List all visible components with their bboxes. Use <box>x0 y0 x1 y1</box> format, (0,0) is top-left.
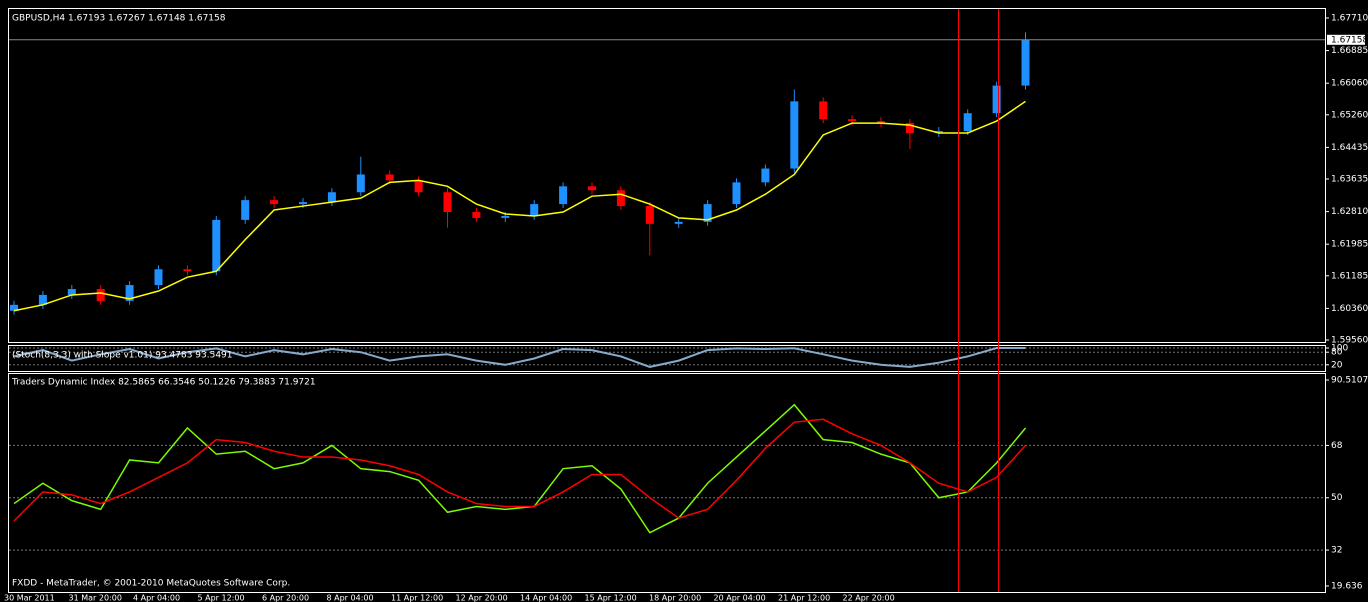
y-tick-label: 1.60360 <box>1331 304 1368 314</box>
candle-body <box>588 186 596 191</box>
y-tick-label: 1.64435 <box>1331 143 1368 153</box>
candle-body <box>992 85 1001 114</box>
y-tick-label: 1.65260 <box>1331 110 1368 120</box>
candle-body <box>674 221 683 224</box>
x-axis-label: 21 Apr 12:00 <box>778 594 830 602</box>
candle-body <box>790 101 799 169</box>
y-tick-label: 1.66060 <box>1331 79 1368 89</box>
candle-body <box>356 174 365 193</box>
x-axis-label: 8 Apr 04:00 <box>327 594 374 602</box>
x-axis-label: 18 Apr 20:00 <box>649 594 701 602</box>
y-tick-label: 50 <box>1331 493 1343 503</box>
candle-body <box>125 285 134 301</box>
candle-body <box>67 289 76 295</box>
candle-body <box>819 101 828 120</box>
candle-body <box>241 200 250 220</box>
x-axis-label: 12 Apr 20:00 <box>456 594 508 602</box>
candle-body <box>154 269 163 286</box>
x-axis-label: 20 Apr 04:00 <box>714 594 766 602</box>
candle-body <box>848 119 857 122</box>
y-tick-label: 1.63635 <box>1331 175 1368 185</box>
tdi-frame <box>8 373 1326 593</box>
candle-body <box>616 190 625 207</box>
candle-body <box>385 174 394 181</box>
main-frame <box>8 8 1326 343</box>
candle-body <box>270 200 279 205</box>
candle-body <box>645 206 654 224</box>
series-line <box>13 418 1027 522</box>
candle-body <box>559 186 568 205</box>
y-tick-label: 90.5107 <box>1331 376 1368 386</box>
series-line <box>13 100 1026 312</box>
candle-body <box>299 202 307 205</box>
candle-body <box>414 180 423 193</box>
x-axis-label: 4 Apr 04:00 <box>133 594 180 602</box>
last-price-label: 1.67158 <box>1331 35 1368 45</box>
stoch-title: (Stoch(8,3,3) with Slope v1.01) 93.4783 … <box>12 351 233 361</box>
y-tick-label: 1.61985 <box>1331 240 1368 250</box>
x-axis-label: 30 Mar 2011 <box>4 594 55 602</box>
x-axis-label: 14 Apr 04:00 <box>520 594 572 602</box>
candle-body <box>327 192 336 203</box>
candle-body <box>761 168 770 183</box>
candle-body <box>443 192 452 212</box>
candle-body <box>732 182 741 205</box>
stoch-frame <box>8 345 1326 372</box>
candle-body <box>934 130 943 133</box>
x-axis-label: 6 Apr 20:00 <box>262 594 309 602</box>
y-tick-label: 1.59560 <box>1331 336 1368 346</box>
y-tick-label: 1.66885 <box>1331 46 1368 56</box>
series-line <box>13 347 1026 368</box>
candle-body <box>1021 39 1030 86</box>
plot-layer: 1.67710 1.66885 1.66060 1.65260 1.64435 1.636… <box>4 14 1368 602</box>
y-tick-label: 19.636 <box>1331 582 1363 592</box>
x-axis-label: 5 Apr 12:00 <box>198 594 245 602</box>
main-title: GBPUSD,H4 1.67193 1.67267 1.67148 1.6715… <box>12 14 226 24</box>
y-tick-label: 100 <box>1331 344 1348 354</box>
candle-body <box>703 204 712 222</box>
candle-body <box>963 113 972 131</box>
y-tick-label: 80 <box>1331 348 1343 358</box>
y-tick-label: 20 <box>1331 360 1343 370</box>
y-tick-label: 1.62810 <box>1331 207 1368 217</box>
candle-body <box>501 215 510 218</box>
candle-body <box>38 294 47 305</box>
x-axis-label: 22 Apr 20:00 <box>843 594 895 602</box>
candle-body <box>472 211 481 218</box>
copyright: FXDD - MetaTrader, © 2001-2010 MetaQuote… <box>12 579 290 589</box>
tdi-title: Traders Dynamic Index 82.5865 66.3546 50… <box>11 378 316 388</box>
candle-body <box>905 123 914 133</box>
x-axis-label: 11 Apr 12:00 <box>391 594 443 602</box>
series-line <box>13 403 1027 534</box>
candle-body <box>183 269 192 272</box>
x-axis-label: 15 Apr 12:00 <box>585 594 637 602</box>
candle-body <box>10 304 18 311</box>
candle-body <box>877 121 885 124</box>
x-axis-label: 31 Mar 20:00 <box>69 594 122 602</box>
y-tick-label: 1.67710 <box>1331 14 1368 24</box>
y-tick-label: 1.61185 <box>1331 271 1368 281</box>
candle-body <box>212 219 221 272</box>
last-price-box <box>1327 34 1365 45</box>
y-tick-label: 32 <box>1331 546 1342 556</box>
candle-body <box>96 289 105 301</box>
candle-body <box>530 204 539 216</box>
y-tick-label: 68 <box>1331 441 1343 451</box>
